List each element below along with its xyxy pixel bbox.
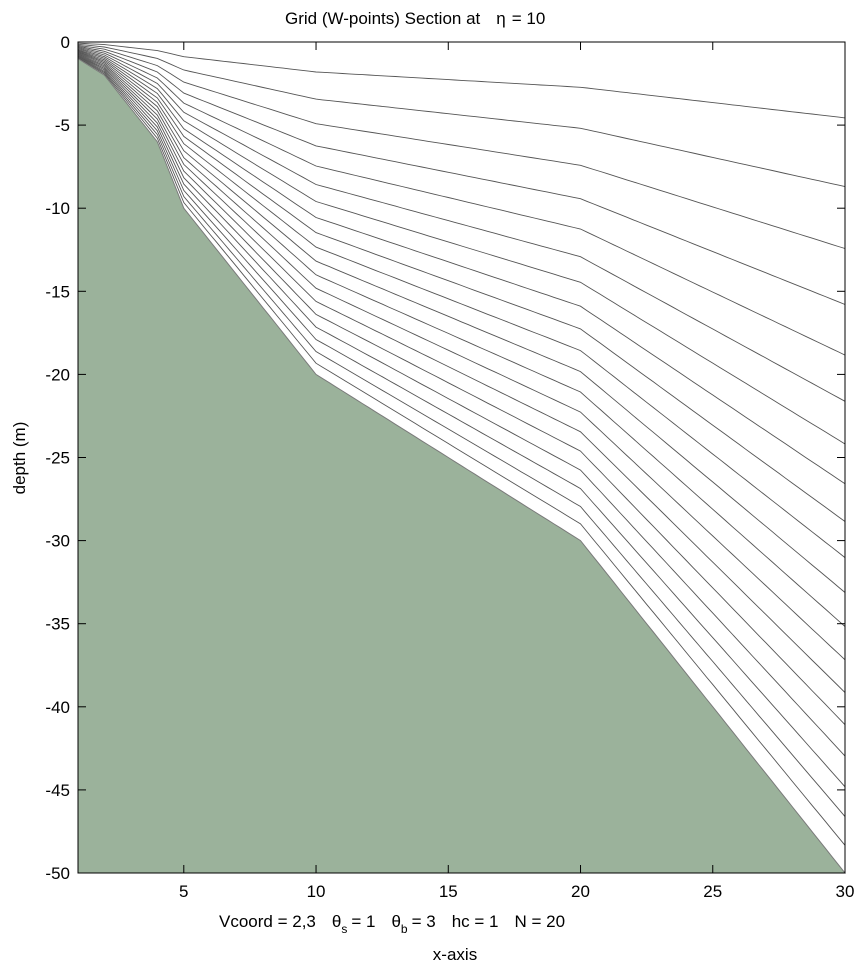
w-level-line <box>77 50 846 558</box>
w-level-line <box>77 52 846 627</box>
x-tick-label: 5 <box>179 882 188 901</box>
theta-s-symbol: θ <box>332 912 341 931</box>
w-level-line <box>77 51 846 593</box>
x-axis-ticks: 5 10 15 20 25 30 <box>179 42 854 901</box>
w-level-line <box>77 53 846 661</box>
w-level-line <box>77 47 846 402</box>
w-level-line <box>77 57 846 846</box>
theta-s-value: = 1 <box>351 912 375 931</box>
y-tick-label: -30 <box>45 532 70 551</box>
theta-b-subscript: b <box>401 922 408 936</box>
w-level-line <box>77 49 846 485</box>
chart-title: Grid (W-points) Section at η = 10 <box>285 9 545 28</box>
y-tick-label: -25 <box>45 449 70 468</box>
n-value: N = 20 <box>515 912 566 931</box>
x-tick-label: 15 <box>439 882 458 901</box>
w-level-line <box>77 43 846 188</box>
w-level-line <box>77 46 846 356</box>
x-tick-label: 20 <box>571 882 590 901</box>
vcoord-value: Vcoord = 2,3 <box>219 912 316 931</box>
x-tick-label: 25 <box>703 882 722 901</box>
w-level-line <box>77 44 846 249</box>
w-level-line <box>77 55 846 757</box>
y-tick-label: -15 <box>45 282 70 301</box>
y-tick-label: -5 <box>55 116 70 135</box>
w-level-line <box>77 42 846 119</box>
y-tick-label: -45 <box>45 781 70 800</box>
w-level-line <box>77 53 846 693</box>
w-level-line <box>77 54 846 726</box>
theta-s-subscript: s <box>341 922 347 936</box>
y-tick-label: -50 <box>45 864 70 883</box>
w-level-line <box>77 50 846 522</box>
y-tick-label: 0 <box>61 33 70 52</box>
y-tick-label: -40 <box>45 698 70 717</box>
w-level-line <box>77 56 846 817</box>
y-axis-ticks: 0 -5 -10 -15 -20 -25 -30 -35 -40 -45 -50 <box>45 33 845 883</box>
y-tick-label: -20 <box>45 365 70 384</box>
hc-value: hc = 1 <box>452 912 499 931</box>
w-level-line <box>77 45 846 305</box>
bathymetry-fill <box>77 57 847 874</box>
theta-b-value: = 3 <box>412 912 436 931</box>
w-level-line <box>77 56 846 788</box>
y-axis-label: depth (m) <box>10 422 29 495</box>
y-tick-label: -10 <box>45 199 70 218</box>
plot-area <box>77 41 847 874</box>
x-tick-label: 10 <box>307 882 326 901</box>
w-level-line <box>77 48 846 445</box>
y-tick-label: -35 <box>45 615 70 634</box>
x-tick-label: 30 <box>836 882 855 901</box>
theta-b-symbol: θ <box>391 912 400 931</box>
x-axis-label: x-axis <box>433 945 477 964</box>
